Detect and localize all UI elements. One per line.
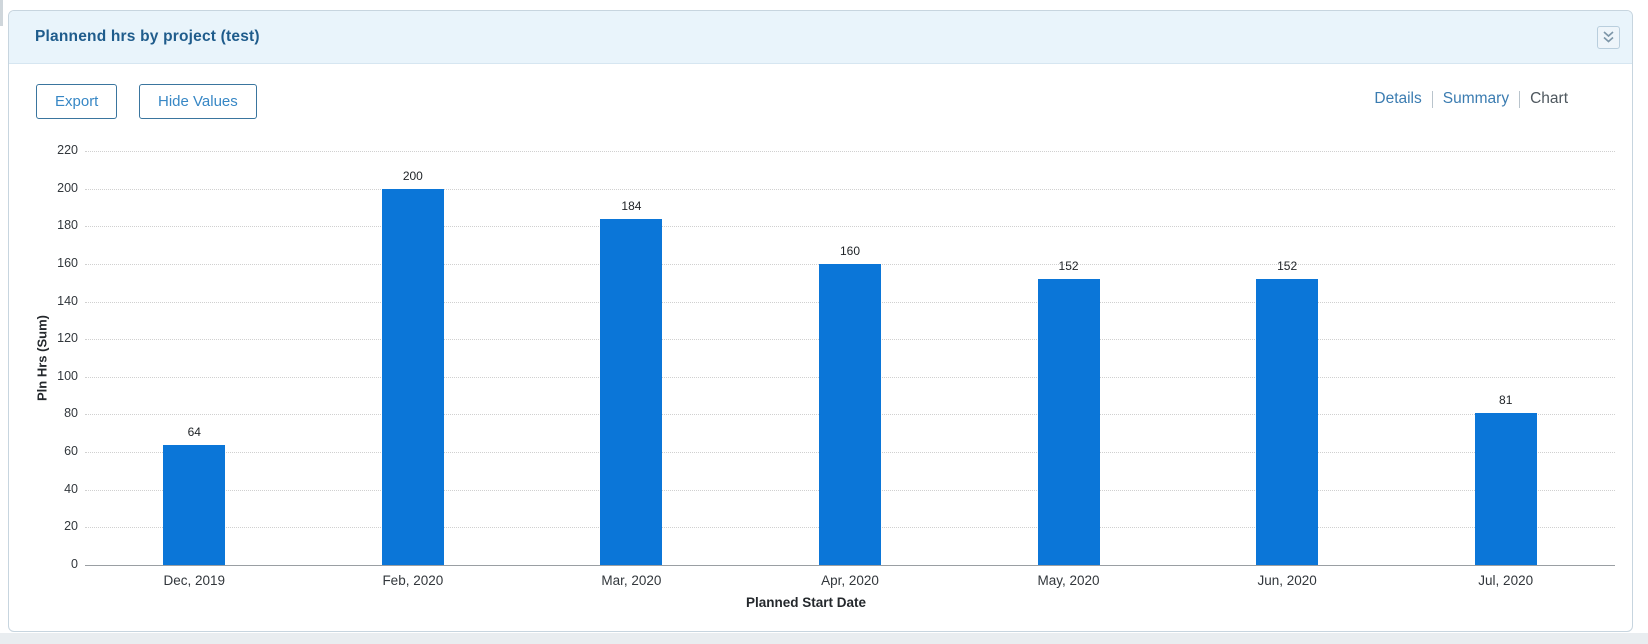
y-tick-label: 200 [57, 180, 78, 195]
y-tick-label: 0 [71, 557, 78, 571]
y-tick-label: 20 [64, 519, 78, 534]
bar[interactable] [819, 263, 881, 565]
gridline [85, 226, 1615, 228]
y-tick-label: 100 [57, 368, 78, 383]
x-tick-label: Feb, 2020 [382, 573, 444, 588]
widget-title: Plannend hrs by project (test) [35, 28, 260, 45]
view-link-separator [1431, 90, 1433, 108]
bar-value-label: 184 [621, 198, 642, 213]
bar[interactable] [600, 218, 663, 565]
gridline [85, 188, 1615, 190]
x-tick-label: May, 2020 [1037, 573, 1100, 588]
y-tick-label: 160 [57, 255, 78, 270]
bar-value-label: 81 [1499, 392, 1513, 407]
collapse-button[interactable] [1597, 25, 1620, 49]
bar[interactable] [1037, 278, 1100, 565]
view-switcher: Details Summary Chart [1374, 90, 1568, 108]
double-chevron-down-icon [1603, 30, 1614, 43]
y-axis-title: Pln Hrs (Sum) [34, 315, 50, 401]
x-tick-label: Jul, 2020 [1478, 573, 1534, 588]
y-tick-label: 220 [57, 143, 78, 157]
bar[interactable] [163, 444, 226, 565]
y-tick-label: 140 [57, 293, 78, 308]
scrollbar-artifact [0, 0, 3, 26]
bar[interactable] [1474, 412, 1537, 565]
x-axis-title: Planned Start Date [745, 595, 867, 610]
x-tick-label: Jun, 2020 [1257, 573, 1317, 588]
view-link-chart[interactable]: Chart [1530, 90, 1568, 107]
view-link-details[interactable]: Details [1374, 90, 1422, 107]
hide-values-button[interactable]: Hide Values [139, 84, 257, 119]
report-widget-panel: Plannend hrs by project (test) Export Hi… [8, 10, 1633, 632]
widget-header: Plannend hrs by project (test) [9, 11, 1632, 64]
x-tick-label: Mar, 2020 [601, 573, 662, 588]
y-tick-label: 80 [64, 406, 78, 421]
y-tick-label: 180 [57, 218, 78, 233]
y-tick-label: 40 [64, 481, 78, 496]
view-link-separator [1519, 90, 1521, 108]
y-tick-label: 60 [64, 444, 78, 459]
gridline [85, 151, 1615, 152]
y-tick-label: 120 [57, 331, 78, 346]
x-tick-label: Dec, 2019 [163, 573, 226, 588]
x-tick-label: Apr, 2020 [821, 573, 879, 588]
page-background-strip [0, 633, 1648, 644]
bar-value-label: 152 [1058, 258, 1079, 273]
bar[interactable] [381, 188, 444, 565]
view-link-summary[interactable]: Summary [1442, 90, 1510, 107]
bar-value-label: 64 [187, 424, 201, 439]
bar-chart: Pln Hrs (Sum) Planned Start Date 0 20 40 60… [9, 64, 1632, 631]
widget-body: Export Hide Values Details Summary Chart… [9, 64, 1632, 631]
bar-value-label: 152 [1277, 258, 1298, 273]
bar-value-label: 200 [402, 168, 423, 183]
bar[interactable] [1256, 278, 1319, 565]
x-axis-line [85, 565, 1615, 566]
export-button[interactable]: Export [36, 84, 118, 119]
bar-value-label: 160 [839, 243, 861, 258]
